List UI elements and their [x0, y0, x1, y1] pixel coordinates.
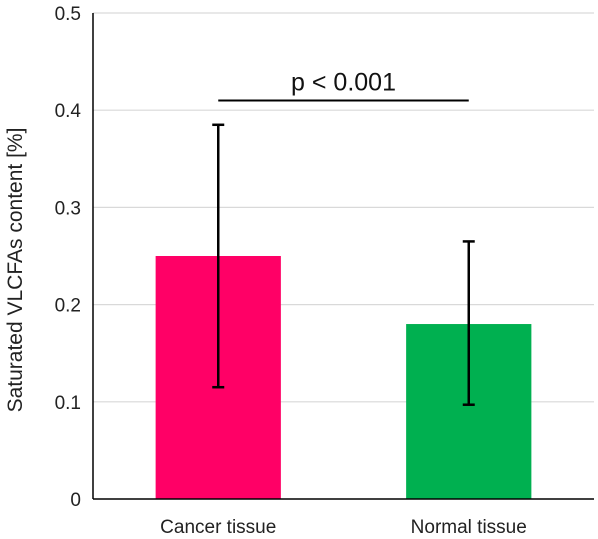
y-tick-label: 0.5 — [55, 4, 81, 25]
bars — [155, 256, 532, 499]
x-category-label: Normal tissue — [411, 517, 527, 538]
y-axis-title: Saturated VLCFAs content [%] — [4, 128, 27, 413]
y-tick-label: 0.3 — [55, 198, 81, 219]
y-tick-label: 0 — [70, 490, 81, 511]
y-tick-label: 0.2 — [55, 296, 81, 317]
error-bars — [212, 123, 475, 406]
y-tick-labels: 0 0.1 0.2 0.3 0.4 0.5 — [55, 4, 82, 511]
y-tick-label: 0.4 — [55, 101, 82, 122]
significance-annotation: p < 0.001 — [218, 68, 469, 102]
p-value-label: p < 0.001 — [291, 68, 396, 96]
y-tick-label: 0.1 — [55, 393, 81, 414]
x-category-labels: Cancer tissue Normal tissue — [160, 517, 527, 538]
x-category-label: Cancer tissue — [160, 517, 276, 538]
